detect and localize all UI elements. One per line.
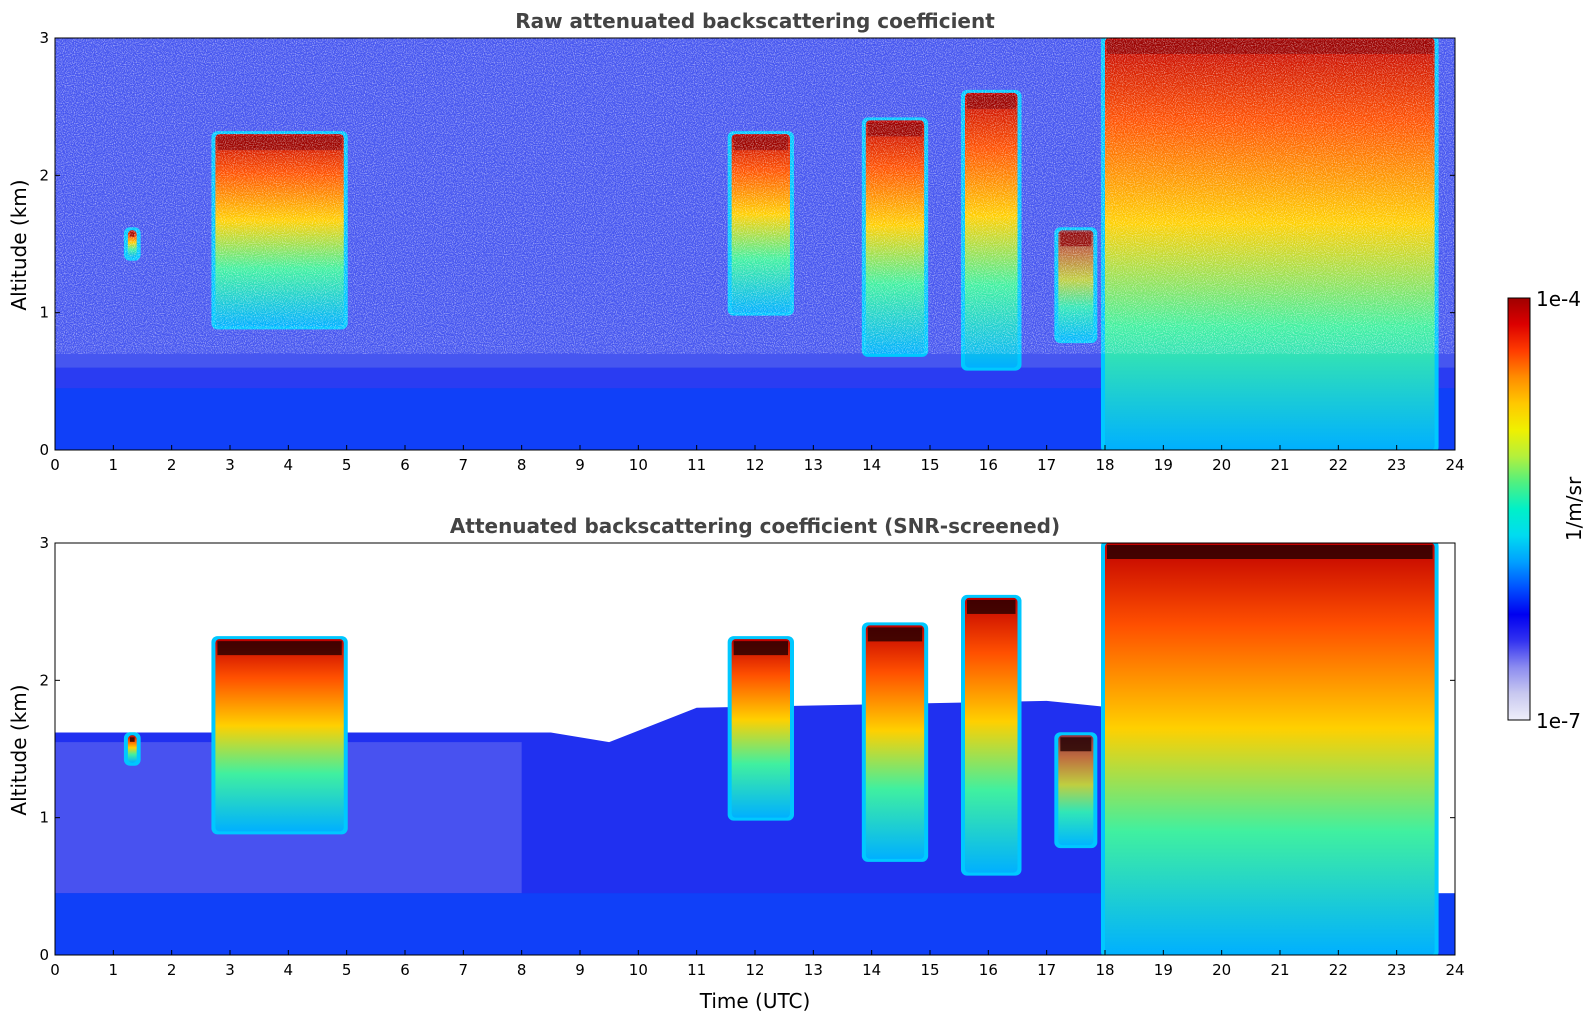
title-raw: Raw attenuated backscattering coefficien… bbox=[515, 9, 995, 33]
x-tick-label: 8 bbox=[517, 456, 527, 474]
x-tick-label: 2 bbox=[167, 456, 177, 474]
y-tick-label: 1 bbox=[39, 809, 49, 827]
x-tick-label: 1 bbox=[109, 456, 119, 474]
y-tick-label: 3 bbox=[39, 29, 49, 47]
x-tick-label: 17 bbox=[1037, 456, 1056, 474]
x-tick-label: 3 bbox=[225, 456, 235, 474]
x-tick-label: 19 bbox=[1154, 961, 1173, 979]
x-tick-label: 19 bbox=[1154, 456, 1173, 474]
x-tick-label: 16 bbox=[979, 961, 998, 979]
x-tick-label: 20 bbox=[1212, 456, 1231, 474]
colorbar-gradient bbox=[1507, 297, 1531, 721]
cloud-feature bbox=[727, 636, 794, 821]
panel-raw: 0 1 2 3 4 5 6 7 8 9 10 11 12 13 14 15 16 17 18 19 20 21 22 23 24… bbox=[7, 9, 1465, 474]
x-tick-label: 6 bbox=[400, 456, 410, 474]
cloud-feature bbox=[1054, 732, 1098, 849]
x-tick-label: 5 bbox=[342, 456, 352, 474]
x-tick-label: 24 bbox=[1445, 961, 1464, 979]
colorbar: 1e-4 1e-7 1/m/sr bbox=[1507, 287, 1586, 733]
x-tick-label: 12 bbox=[745, 961, 764, 979]
x-tick-label: 10 bbox=[629, 961, 648, 979]
x-tick-label: 16 bbox=[979, 456, 998, 474]
cloud-feature bbox=[861, 622, 929, 862]
x-tick-label: 21 bbox=[1270, 961, 1289, 979]
panel-screened: 0 1 2 3 4 5 6 7 8 9 10 11 12 13 14 15 16 17 18 19 20 21 22 23 24… bbox=[7, 514, 1465, 1013]
x-tick-label: 5 bbox=[342, 961, 352, 979]
x-tick-label: 4 bbox=[284, 456, 294, 474]
x-tick-label: 1 bbox=[109, 961, 119, 979]
x-tick-label: 2 bbox=[167, 961, 177, 979]
xlabel: Time (UTC) bbox=[699, 989, 811, 1013]
x-tick-label: 3 bbox=[225, 961, 235, 979]
x-tick-label: 10 bbox=[629, 456, 648, 474]
x-tick-label: 20 bbox=[1212, 961, 1231, 979]
colorbar-label: 1/m/sr bbox=[1562, 476, 1586, 541]
title-screened: Attenuated backscattering coefficient (S… bbox=[450, 514, 1060, 538]
plot-area-raw bbox=[55, 38, 1455, 450]
x-tick-label: 12 bbox=[745, 456, 764, 474]
ylabel-screened: Altitude (km) bbox=[7, 684, 31, 815]
x-tick-label: 14 bbox=[862, 456, 881, 474]
cloud-feature bbox=[123, 732, 141, 766]
x-tick-label: 7 bbox=[459, 961, 469, 979]
colorbar-max-label: 1e-4 bbox=[1536, 287, 1581, 311]
x-tick-label: 15 bbox=[920, 961, 939, 979]
x-tick-label: 15 bbox=[920, 456, 939, 474]
cloud-feature bbox=[211, 636, 348, 835]
x-tick-label: 23 bbox=[1387, 456, 1406, 474]
x-tick-label: 0 bbox=[50, 456, 60, 474]
x-tick-label: 13 bbox=[804, 961, 823, 979]
x-tick-label: 9 bbox=[575, 456, 585, 474]
x-tick-label: 24 bbox=[1445, 456, 1464, 474]
y-tick-label: 1 bbox=[39, 304, 49, 322]
x-tick-label: 11 bbox=[687, 456, 706, 474]
x-tick-label: 8 bbox=[517, 961, 527, 979]
x-tick-label: 17 bbox=[1037, 961, 1056, 979]
y-tick-label: 3 bbox=[39, 534, 49, 552]
cloud-feature bbox=[1101, 543, 1439, 955]
x-tick-label: 22 bbox=[1329, 456, 1348, 474]
cloud-feature bbox=[961, 594, 1022, 876]
x-tick-label: 23 bbox=[1387, 961, 1406, 979]
x-tick-label: 13 bbox=[804, 456, 823, 474]
noise-raw bbox=[55, 38, 1455, 354]
y-tick-label: 2 bbox=[39, 166, 49, 184]
x-tick-label: 21 bbox=[1270, 456, 1289, 474]
x-tick-label: 18 bbox=[1095, 456, 1114, 474]
x-tick-label: 6 bbox=[400, 961, 410, 979]
y-tick-label: 0 bbox=[39, 946, 49, 964]
x-tick-label: 7 bbox=[459, 456, 469, 474]
x-tick-label: 18 bbox=[1095, 961, 1114, 979]
x-tick-label: 4 bbox=[284, 961, 294, 979]
y-tick-label: 2 bbox=[39, 671, 49, 689]
ylabel-raw: Altitude (km) bbox=[7, 179, 31, 310]
x-tick-label: 22 bbox=[1329, 961, 1348, 979]
colorbar-min-label: 1e-7 bbox=[1536, 709, 1581, 733]
x-tick-label: 11 bbox=[687, 961, 706, 979]
y-tick-label: 0 bbox=[39, 441, 49, 459]
x-tick-label: 14 bbox=[862, 961, 881, 979]
x-tick-label: 0 bbox=[50, 961, 60, 979]
plot-area-screened bbox=[55, 543, 1455, 955]
x-tick-label: 9 bbox=[575, 961, 585, 979]
